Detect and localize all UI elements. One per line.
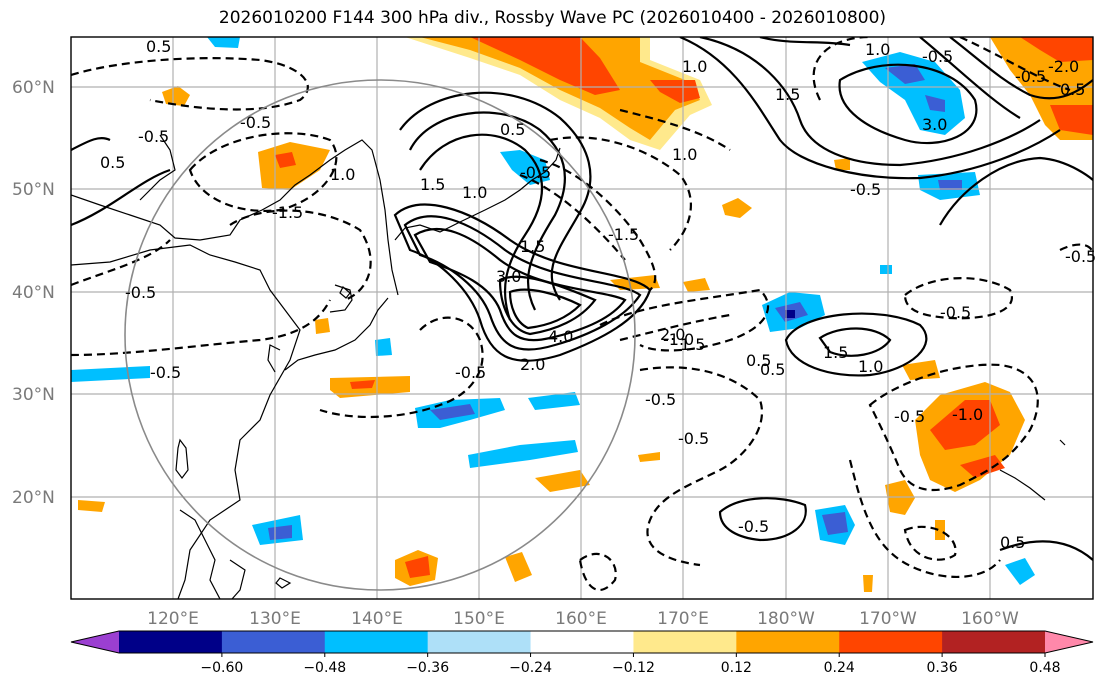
lon-label: 130°E [249, 609, 301, 629]
contour-label: 3.0 [922, 115, 947, 134]
contour-label: -0.5 [645, 390, 676, 409]
contour-label: 0.5 [146, 37, 171, 56]
colorbar-segment [427, 631, 532, 653]
contour-label: 4.0 [548, 327, 573, 346]
lat-label: 30°N [12, 385, 55, 405]
lon-axis: 120°E 130°E 140°E 150°E 160°E 170°E 180°… [147, 609, 1019, 629]
colorbar-label: 0.48 [1029, 660, 1060, 676]
contour-label: -0.5 [455, 363, 486, 382]
contour-labels: 0.5 -0.5 -0.5 1.0 -1.5 -0.5 0.5 -0.5 1.5… [100, 37, 1096, 552]
lon-label: 140°E [351, 609, 403, 629]
lon-label: 120°E [147, 609, 199, 629]
contour-label: 0.5 [746, 351, 771, 370]
contour-label: 1.5 [520, 237, 545, 256]
contour-label: 1.0 [682, 57, 707, 76]
contour-label: 0.5 [760, 360, 785, 379]
contour-label: 0.5 [1000, 533, 1025, 552]
contour-label: 2.0 [660, 325, 685, 344]
contour-label: 1.5 [775, 85, 800, 104]
contour-label: -0.5 [894, 407, 925, 426]
contour-label: 1.0 [865, 40, 890, 59]
colorbar-segment [942, 631, 1046, 653]
colorbar-segment [633, 631, 737, 653]
colorbar-extension-low [71, 631, 119, 653]
colorbar-segment [324, 631, 429, 653]
contour-label: -0.5 [1065, 247, 1096, 266]
gridlines [71, 37, 1093, 599]
colorbar-label: −0.48 [303, 660, 346, 676]
contour-label: -2.0 [1048, 57, 1079, 76]
map-area [71, 37, 1093, 599]
lat-label: 50°N [12, 180, 55, 200]
projection-circle [124, 79, 636, 591]
colorbar-label: 0.12 [721, 660, 752, 676]
colorbar-segment [736, 631, 840, 653]
contours-solid [71, 37, 1093, 561]
colorbar-label: 0.36 [927, 660, 958, 676]
colorbar-extension-high [1045, 631, 1093, 653]
contour-label: 1.5 [420, 175, 445, 194]
coastlines [71, 134, 1066, 599]
contour-label: 1.5 [680, 335, 705, 354]
contour-label: -0.5 [922, 47, 953, 66]
contour-label: 2.0 [520, 355, 545, 374]
lon-label: 170°W [859, 609, 917, 629]
lon-label: 160°E [555, 609, 607, 629]
contour-label: 1.0 [330, 165, 355, 184]
map-title: 2026010200 F144 300 hPa div., Rossby Wav… [218, 8, 887, 28]
map-border [70, 36, 1094, 600]
colorbar-label: −0.60 [200, 660, 243, 676]
lon-label: 160°W [961, 609, 1019, 629]
shaded-divergence [71, 37, 1093, 592]
contour-label: -1.5 [272, 203, 303, 222]
colorbar-segment [221, 631, 326, 653]
contour-label: -0.5 [678, 429, 709, 448]
contour-label: 0.5 [100, 153, 125, 172]
contour-label: 1.0 [462, 183, 487, 202]
lat-label: 60°N [12, 78, 55, 98]
lon-label: 170°E [657, 609, 709, 629]
contours-dashed [71, 37, 1093, 592]
contour-label: -0.5 [940, 303, 971, 322]
contour-label: 1.0 [672, 145, 697, 164]
contour-label: 1.5 [823, 343, 848, 362]
contour-label: -0.5 [520, 163, 551, 182]
contour-label: -0.5 [1015, 67, 1046, 86]
contour-label: 0.5 [1060, 80, 1085, 99]
contour-label: -0.5 [850, 180, 881, 199]
lon-label: 150°E [453, 609, 505, 629]
lat-label: 40°N [12, 283, 55, 303]
lat-label: 20°N [12, 488, 55, 508]
contour-label: -0.5 [150, 363, 181, 382]
colorbar: −0.60 −0.48 −0.36 −0.24 −0.12 0.12 0.24 0.36 0.4… [70, 630, 1094, 676]
contour-label: 1.0 [858, 357, 883, 376]
colorbar-segment [119, 631, 223, 653]
colorbar-label: −0.12 [612, 660, 655, 676]
contour-label: -0.5 [138, 127, 169, 146]
lon-label: 180°W [757, 609, 815, 629]
contour-label: -0.5 [738, 517, 769, 536]
colorbar-label: 0.24 [824, 660, 855, 676]
contour-label: 0.5 [500, 120, 525, 139]
contour-label: -1.5 [608, 225, 639, 244]
contour-label: -0.5 [125, 283, 156, 302]
colorbar-segment [530, 631, 634, 653]
colorbar-outline [70, 630, 1094, 654]
contour-label: -1.0 [952, 405, 983, 424]
contour-label: -0.5 [240, 113, 271, 132]
colorbar-segment [839, 631, 943, 653]
contour-label: 3.0 [496, 267, 521, 286]
contour-label: -1.0 [663, 330, 694, 349]
lat-axis: 60°N 50°N 40°N 30°N 20°N [12, 78, 55, 508]
colorbar-label: −0.36 [406, 660, 449, 676]
colorbar-label: −0.24 [509, 660, 552, 676]
